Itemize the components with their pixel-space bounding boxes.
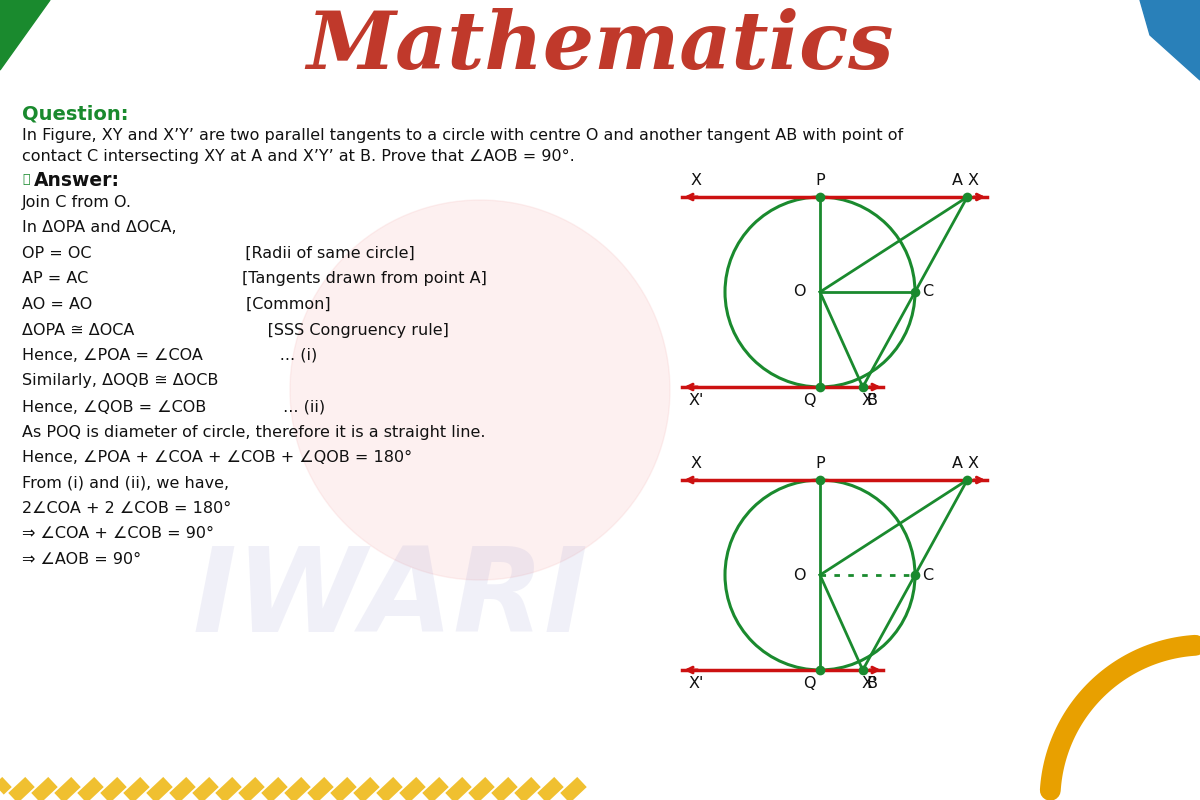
Text: Hence, ∠QOB = ∠COB               ... (ii): Hence, ∠QOB = ∠COB ... (ii) <box>22 399 325 414</box>
Text: X: X <box>967 173 979 188</box>
Text: X': X' <box>689 676 704 691</box>
Text: ⇒ ∠COA + ∠COB = 90°: ⇒ ∠COA + ∠COB = 90° <box>22 526 214 542</box>
Text: B: B <box>866 676 877 691</box>
Text: As POQ is diameter of circle, therefore it is a straight line.: As POQ is diameter of circle, therefore … <box>22 425 486 439</box>
Text: Hence, ∠POA = ∠COA               ... (i): Hence, ∠POA = ∠COA ... (i) <box>22 348 317 363</box>
Text: ⓒ: ⓒ <box>22 173 30 186</box>
Text: Hence, ∠POA + ∠COA + ∠COB + ∠QOB = 180°: Hence, ∠POA + ∠COA + ∠COB + ∠QOB = 180° <box>22 450 412 465</box>
Text: Q: Q <box>804 676 816 691</box>
Text: AO = AO                              [Common]: AO = AO [Common] <box>22 297 331 312</box>
Text: In Figure, XY and X’Y’ are two parallel tangents to a circle with centre O and a: In Figure, XY and X’Y’ are two parallel … <box>22 128 904 143</box>
Text: B: B <box>866 393 877 408</box>
Polygon shape <box>0 0 50 70</box>
Text: From (i) and (ii), we have,: From (i) and (ii), we have, <box>22 475 229 490</box>
Polygon shape <box>1140 0 1200 80</box>
Text: C: C <box>922 285 934 299</box>
Text: P: P <box>815 173 824 188</box>
Text: X: X <box>691 456 702 471</box>
Text: O: O <box>793 567 806 582</box>
Text: Join C from O.: Join C from O. <box>22 195 132 210</box>
Text: X': X' <box>862 393 876 408</box>
Text: C: C <box>922 567 934 582</box>
Text: Mathematics: Mathematics <box>306 8 894 86</box>
Text: X: X <box>691 173 702 188</box>
Text: contact C intersecting XY at A and X’Y’ at B. Prove that ∠AOB = 90°.: contact C intersecting XY at A and X’Y’ … <box>22 149 575 164</box>
Text: Q: Q <box>804 393 816 408</box>
Text: AP = AC                              [Tangents drawn from point A]: AP = AC [Tangents drawn from point A] <box>22 271 487 286</box>
Text: X: X <box>967 456 979 471</box>
Text: Similarly, ΔOQB ≅ ΔOCB: Similarly, ΔOQB ≅ ΔOCB <box>22 374 218 389</box>
Text: 2∠COA + 2 ∠COB = 180°: 2∠COA + 2 ∠COB = 180° <box>22 501 232 516</box>
Text: ΔOPA ≅ ΔOCA                          [SSS Congruency rule]: ΔOPA ≅ ΔOCA [SSS Congruency rule] <box>22 322 449 338</box>
Text: A: A <box>953 173 964 188</box>
Text: Question:: Question: <box>22 105 128 124</box>
Text: Answer:: Answer: <box>34 171 120 190</box>
Text: O: O <box>793 285 806 299</box>
Text: X': X' <box>862 676 876 691</box>
Text: P: P <box>815 456 824 471</box>
Text: ⇒ ∠AOB = 90°: ⇒ ∠AOB = 90° <box>22 552 142 567</box>
Text: IWARI: IWARI <box>192 542 588 658</box>
Circle shape <box>290 200 670 580</box>
Text: X': X' <box>689 393 704 408</box>
Text: In ΔOPA and ΔOCA,: In ΔOPA and ΔOCA, <box>22 221 176 235</box>
Text: A: A <box>953 456 964 471</box>
Text: OP = OC                              [Radii of same circle]: OP = OC [Radii of same circle] <box>22 246 415 261</box>
